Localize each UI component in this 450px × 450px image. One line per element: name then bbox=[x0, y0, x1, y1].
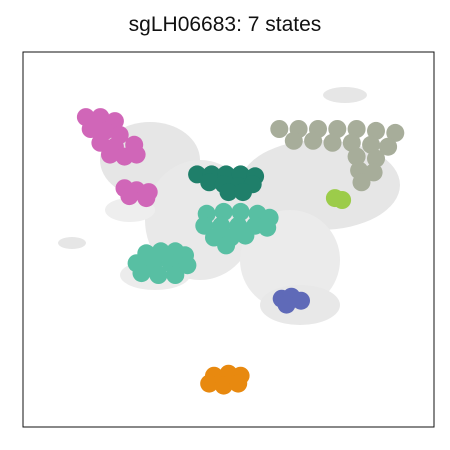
cluster-2-point bbox=[234, 183, 252, 202]
cluster-0-point bbox=[127, 145, 146, 164]
cluster-2 bbox=[188, 165, 265, 202]
cluster-4-point bbox=[132, 264, 151, 283]
cluster-3-point bbox=[217, 236, 236, 255]
background-blob bbox=[58, 237, 86, 249]
cluster-2-point bbox=[219, 183, 238, 202]
cluster-5-point bbox=[270, 120, 289, 138]
cluster-5-point bbox=[342, 133, 361, 152]
cluster-2-point bbox=[200, 173, 219, 192]
cluster-3 bbox=[195, 202, 279, 255]
chart-title: sgLH06683: 7 states bbox=[128, 13, 322, 36]
cluster-0-point bbox=[91, 108, 110, 127]
cluster-7-point bbox=[292, 291, 310, 310]
background-blob bbox=[323, 87, 367, 103]
cluster-0 bbox=[76, 108, 146, 166]
cluster-5-point bbox=[328, 120, 347, 138]
cluster-4-point bbox=[149, 266, 168, 284]
cluster-5-point bbox=[367, 149, 385, 168]
cluster-5-point bbox=[347, 147, 366, 166]
cluster-4-point bbox=[178, 256, 197, 275]
cluster-5-point bbox=[367, 121, 385, 140]
cluster-7-point bbox=[277, 295, 296, 314]
cluster-5-point bbox=[362, 135, 381, 154]
plot-frame bbox=[22, 51, 435, 428]
cluster-1-point bbox=[137, 189, 156, 208]
cluster-5-point bbox=[323, 133, 342, 152]
cluster-5-point bbox=[379, 137, 398, 156]
cluster-8-point bbox=[200, 374, 219, 393]
cluster-5-point bbox=[352, 173, 371, 192]
cluster-3-point bbox=[236, 226, 255, 245]
cluster-3-point bbox=[258, 218, 277, 237]
cluster-5-point bbox=[347, 120, 366, 138]
cluster-5-point bbox=[364, 163, 383, 182]
cluster-3-point bbox=[231, 202, 250, 221]
cluster-5 bbox=[270, 120, 405, 192]
cluster-0-point bbox=[81, 120, 100, 138]
cluster-8-point bbox=[229, 374, 248, 393]
cluster-0-point bbox=[101, 145, 119, 164]
cluster-layer bbox=[76, 108, 405, 395]
cluster-8 bbox=[200, 364, 250, 395]
cluster-5-point bbox=[304, 131, 323, 150]
cluster-4-point bbox=[166, 266, 185, 284]
cluster-7 bbox=[272, 287, 310, 314]
cluster-6 bbox=[325, 189, 352, 209]
cluster-5-point bbox=[284, 131, 303, 150]
cluster-1 bbox=[115, 179, 158, 208]
cluster-1-point bbox=[120, 187, 139, 206]
cluster-4 bbox=[127, 242, 197, 284]
cluster-6-point bbox=[333, 191, 352, 209]
cluster-3-point bbox=[214, 202, 233, 221]
cluster-5-point bbox=[386, 123, 405, 142]
cluster-8-point bbox=[214, 376, 233, 395]
